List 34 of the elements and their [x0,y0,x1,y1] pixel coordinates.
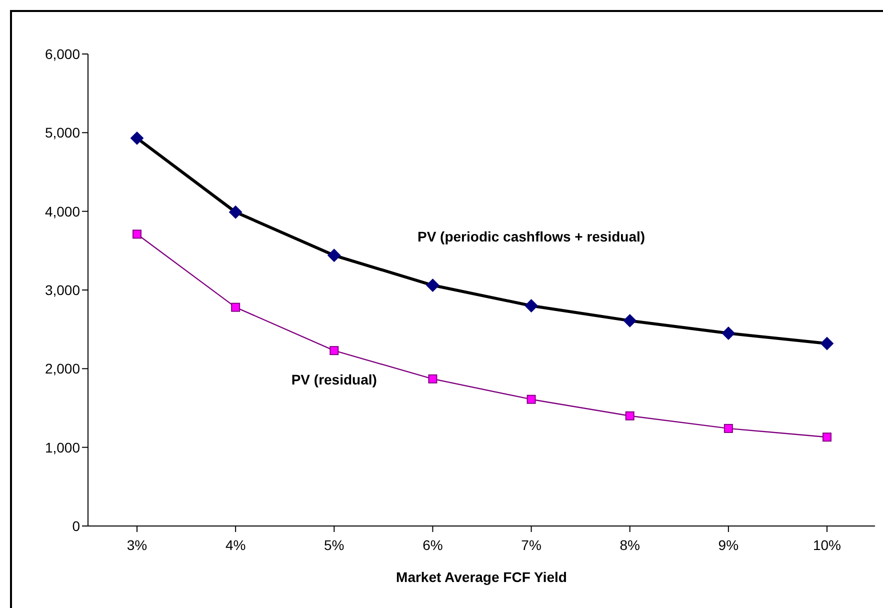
point [132,230,142,239]
y-tick-label: 5,000 [44,124,80,141]
point [130,132,144,145]
y-tick-label: 2,000 [44,360,80,377]
point [722,326,735,340]
text: PV (periodic cashflows + residual) [417,228,646,245]
point [724,424,733,433]
x-tick-label: 7% [521,536,542,553]
point [623,314,636,328]
x-tick-label: 6% [422,536,443,553]
point [328,248,341,262]
point [330,346,339,356]
x-tick-label: 3% [126,536,148,553]
point [524,299,538,312]
series-label: PV (residual) [291,372,377,388]
x-tick-label: 9% [718,536,739,553]
y-tick-label: 4,000 [44,203,80,220]
point [426,278,440,292]
y-tick-label: 3,000 [44,282,80,298]
x-tick-label: 5% [324,536,344,553]
point [231,302,240,312]
y-tick-label: 6,000 [44,46,80,62]
y-tick-label: 1,000 [44,439,80,456]
y-tick-label: 0 [72,518,80,534]
x-tick-label: 10% [812,536,842,553]
point [820,336,834,350]
point [625,411,634,420]
point [229,206,242,219]
point [822,432,832,442]
x-tick-label: 8% [620,536,640,553]
point [526,394,536,404]
point [428,374,438,384]
x-tick-label: 4% [225,536,246,553]
x-axis-title: Market Average FCF Yield [396,569,567,585]
